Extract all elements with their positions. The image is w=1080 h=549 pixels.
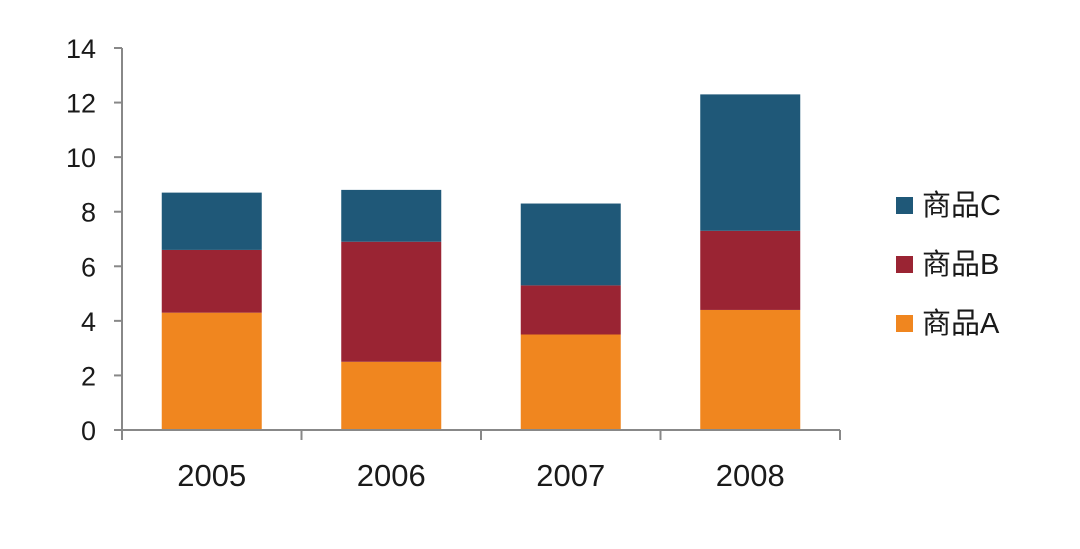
bar-2008-product-a: [700, 309, 801, 430]
x-tick-label-2007: 2007: [536, 458, 605, 493]
bar-2007-product-b: [520, 285, 621, 335]
y-axis-labels: 0 2 4 6 8 10 12 14: [66, 34, 96, 446]
legend-label-product-c: 商品C: [922, 189, 1001, 222]
legend-swatch-product-a: [896, 315, 913, 332]
legend-label-product-a: 商品A: [922, 307, 1000, 340]
y-tick-label-6: 6: [81, 252, 96, 282]
y-tick-label-10: 10: [66, 143, 96, 173]
bar-2006-product-b: [341, 241, 442, 362]
axes-layer: [114, 47, 841, 440]
y-tick-label-12: 12: [66, 89, 96, 119]
bar-2005-product-a: [161, 312, 262, 430]
bar-2008-product-b: [700, 230, 801, 310]
legend-label-product-b: 商品B: [922, 248, 999, 281]
bar-2007-product-c: [520, 203, 621, 286]
legend-swatch-product-c: [896, 197, 913, 214]
legend-swatch-product-b: [896, 256, 913, 273]
bar-2005-product-b: [161, 249, 262, 313]
y-tick-label-0: 0: [81, 416, 96, 446]
x-axis-labels: 2005 2006 2007 2008: [177, 458, 784, 493]
bars-layer: [161, 94, 801, 430]
y-tick-label-2: 2: [81, 361, 96, 391]
legend: 商品C 商品B 商品A: [896, 189, 1001, 340]
x-tick-label-2006: 2006: [357, 458, 426, 493]
y-tick-label-8: 8: [81, 198, 96, 228]
x-tick-label-2008: 2008: [716, 458, 785, 493]
x-tick-label-2005: 2005: [177, 458, 246, 493]
bar-2006-product-a: [341, 361, 442, 430]
bar-2007-product-a: [520, 334, 621, 430]
bar-2008-product-c: [700, 94, 801, 231]
y-tick-label-14: 14: [66, 34, 96, 64]
bar-2005-product-c: [161, 192, 262, 250]
bar-2006-product-c: [341, 189, 442, 242]
y-tick-label-4: 4: [81, 307, 96, 337]
